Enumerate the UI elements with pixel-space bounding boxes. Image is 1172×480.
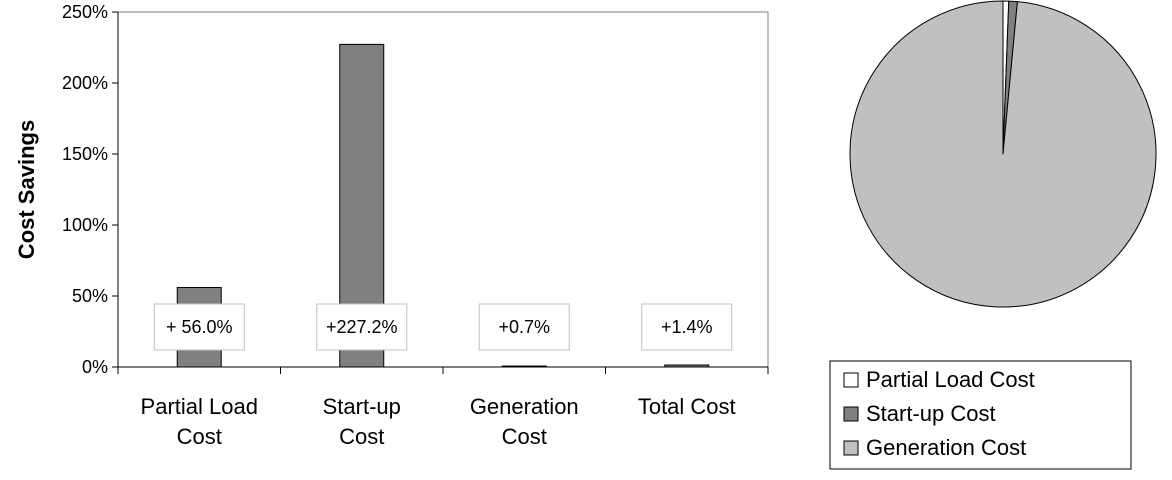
- bar-annotations: + 56.0% +227.2% +0.7% +1.4%: [153, 303, 733, 351]
- annotation-box: +0.7%: [478, 303, 570, 351]
- legend-item-partial-load-cost: Partial Load Cost: [843, 367, 1035, 392]
- legend-box: [829, 360, 1132, 470]
- annotation-label: +0.7%: [498, 317, 550, 337]
- annotation-box: + 56.0%: [153, 303, 245, 351]
- legend-label: Partial Load Cost: [866, 367, 1035, 392]
- y-axis: 0% 50% 100% 150% 200% 250%: [62, 2, 119, 377]
- annotation-box: +1.4%: [641, 303, 733, 351]
- annotation-box: +227.2%: [316, 303, 408, 351]
- annotation-label: +1.4%: [661, 317, 713, 337]
- bar-generation-cost: [501, 365, 547, 368]
- pie-legend: Partial Load Cost Start-up Cost Generation…: [829, 360, 1132, 470]
- y-axis-title: Cost Savings: [14, 120, 39, 259]
- x-category-label: Partial Load Cost: [141, 394, 258, 449]
- legend-swatch: [843, 372, 859, 388]
- y-tick-label: 200%: [62, 73, 108, 93]
- annotation-frame: [153, 303, 245, 351]
- annotation-label: + 56.0%: [166, 317, 233, 337]
- y-tick-label: 100%: [62, 215, 108, 235]
- legend-label: Generation Cost: [866, 435, 1026, 460]
- annotation-label: +227.2%: [326, 317, 398, 337]
- annotation-frame: [316, 303, 408, 351]
- y-tick-label: 0%: [82, 357, 108, 377]
- legend-swatch: [843, 406, 859, 422]
- x-category-label: Total Cost: [638, 394, 736, 419]
- pie-slice-generation-cost: [849, 0, 1157, 308]
- annotation-frame: [641, 303, 733, 351]
- pie-chart: [849, 0, 1157, 308]
- x-category-label: Generation Cost: [470, 394, 579, 449]
- legend-item-start-up-cost: Start-up Cost: [843, 401, 996, 426]
- x-axis: Partial Load Cost Start-up Cost Generation Co…: [117, 366, 769, 449]
- legend-label: Start-up Cost: [866, 401, 996, 426]
- legend-swatch: [843, 440, 859, 456]
- y-tick-label: 150%: [62, 144, 108, 164]
- y-tick-label: 50%: [72, 286, 108, 306]
- bar-chart: 0% 50% 100% 150% 200% 250% Partial Load Cost St…: [14, 2, 769, 449]
- y-tick-label: 250%: [62, 2, 108, 22]
- x-category-label: Start-up Cost: [323, 394, 401, 449]
- bar-total-cost: [664, 364, 710, 368]
- legend-item-generation-cost: Generation Cost: [843, 435, 1026, 460]
- annotation-frame: [478, 303, 570, 351]
